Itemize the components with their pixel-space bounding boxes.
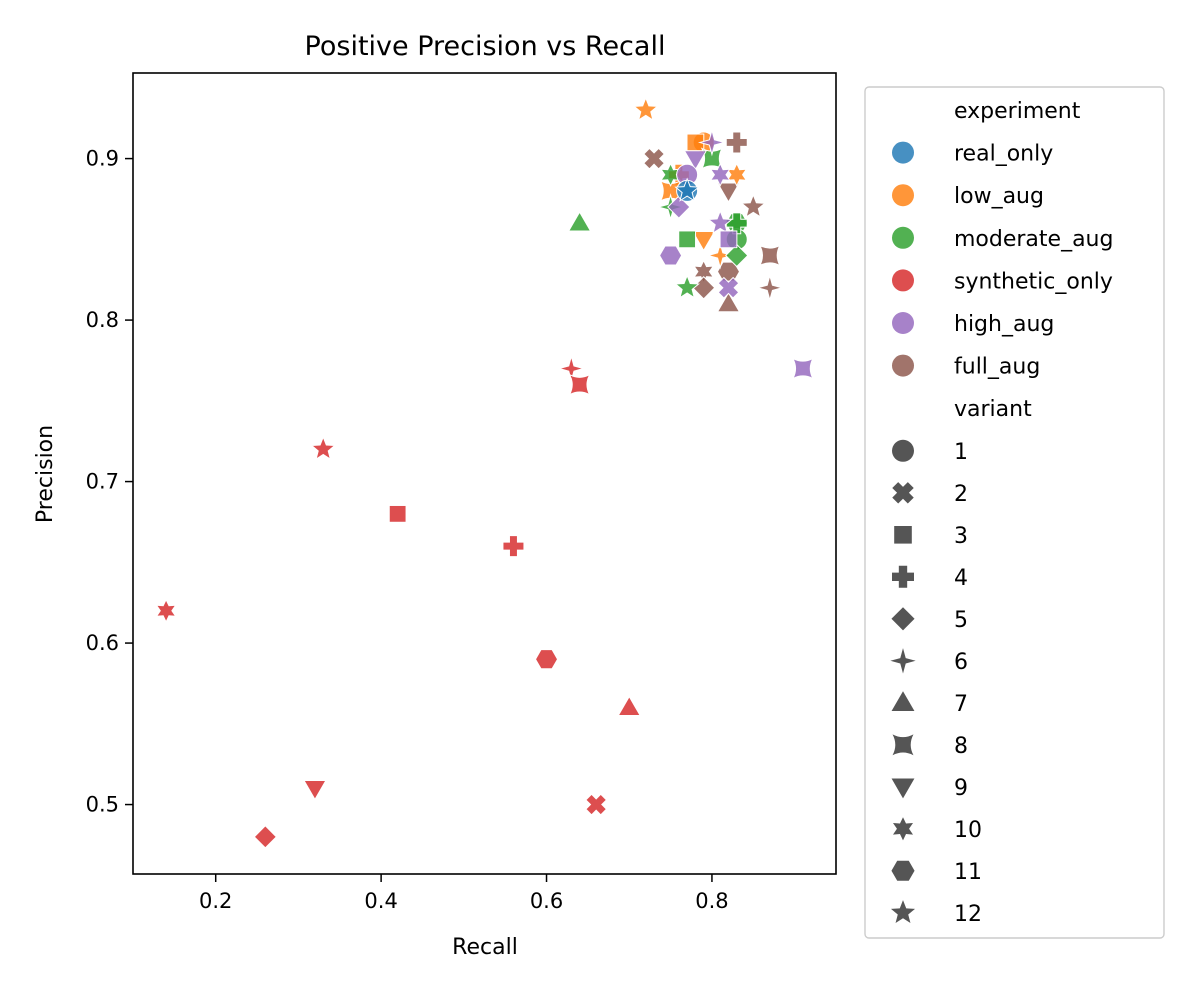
data-point-high_aug-v11 (658, 245, 683, 266)
legend-swatch-moderate_aug (892, 226, 914, 249)
legend-marker-variant-7 (891, 691, 915, 712)
data-point-moderate_aug-v7 (567, 211, 592, 232)
legend: experiment real_only low_aug moderate_augsy… (864, 86, 1165, 939)
legend-marker-variant-3 (894, 526, 912, 544)
legend-marker-variant-12 (890, 900, 916, 924)
data-point-moderate_aug-v12 (674, 274, 700, 299)
data-point-full_aug-v7 (716, 291, 741, 313)
data-point-full_aug-v2 (643, 147, 665, 170)
x-tick-label: 0.4 (364, 889, 397, 913)
legend-label-variant-3: 3 (954, 524, 968, 549)
y-tick-label: 0.8 (86, 308, 119, 332)
legend-label-variant-7: 7 (954, 692, 968, 717)
data-point-high_aug-v3 (719, 230, 738, 249)
data-point-high_aug-v8 (791, 357, 815, 380)
legend-label-full_aug: full_aug (954, 355, 1040, 380)
data-point-full_aug-v6 (755, 273, 784, 302)
data-point-high_aug-v12 (707, 209, 733, 235)
x-axis: 0.2 0.4 0.6 0.8 (199, 874, 729, 913)
plot-frame (132, 72, 837, 875)
data-point-low_aug-v12 (632, 96, 659, 122)
legend-marker-variant-5 (891, 607, 915, 631)
legend-label-variant-10: 10 (954, 818, 982, 843)
legend-marker-variant-1 (892, 439, 914, 462)
legend-label-variant-4: 4 (954, 566, 968, 591)
x-tick-label: 0.2 (199, 889, 232, 913)
data-point-synthetic_only-v3 (388, 504, 407, 523)
legend-label-variant-9: 9 (954, 776, 968, 801)
data-point-synthetic_only-v2 (585, 793, 608, 816)
legend-frame (864, 86, 1165, 939)
legend-marker-variant-2 (892, 482, 914, 504)
legend-swatch-high_aug (892, 312, 914, 334)
data-point-synthetic_only-v11 (534, 649, 559, 670)
data-point-synthetic_only-v10 (155, 598, 177, 623)
legend-items: experiment real_only low_aug moderate_augsy… (890, 99, 1113, 927)
legend-style-title: variant (954, 397, 1032, 422)
data-point-synthetic_only-v8 (568, 373, 591, 396)
data-point-low_aug-v9 (691, 230, 716, 252)
data-point-synthetic_only-v9 (303, 780, 327, 801)
y-axis-label: Precision (33, 425, 58, 523)
legend-label-moderate_aug: moderate_aug (954, 227, 1113, 252)
legend-swatch-synthetic_only (892, 269, 914, 292)
data-point-moderate_aug-v3 (678, 230, 697, 249)
legend-marker-variant-11 (891, 860, 915, 881)
legend-label-variant-1: 1 (954, 440, 968, 465)
data-point-high_aug-v6 (697, 128, 726, 157)
data-point-real_only-v12 (674, 177, 700, 202)
legend-marker-variant-9 (891, 778, 915, 799)
legend-label-variant-2: 2 (954, 482, 968, 507)
x-axis-label: Recall (452, 935, 518, 960)
legend-label-real_only: real_only (954, 142, 1053, 167)
legend-marker-variant-6 (890, 648, 916, 674)
points-layer (155, 96, 815, 849)
legend-marker-variant-8 (892, 734, 914, 756)
data-point-full_aug-v9 (716, 182, 741, 203)
legend-label-variant-11: 11 (954, 860, 982, 885)
y-axis: 0.5 0.6 0.7 0.8 0.9 (86, 147, 133, 817)
data-point-high_aug-v9 (683, 150, 708, 171)
legend-swatch-low_aug (892, 184, 914, 207)
data-point-full_aug-v4 (725, 131, 748, 154)
data-point-moderate_aug-v5 (725, 243, 749, 268)
legend-label-variant-8: 8 (954, 734, 968, 759)
legend-label-synthetic_only: synthetic_only (954, 269, 1113, 294)
data-point-low_aug-v6 (706, 241, 735, 270)
plot-area (132, 72, 837, 875)
legend-hue-title: experiment (954, 99, 1081, 124)
y-tick-label: 0.6 (86, 631, 119, 655)
data-point-synthetic_only-v7 (617, 695, 642, 717)
y-tick-label: 0.9 (86, 147, 119, 171)
data-point-synthetic_only-v4 (502, 535, 525, 558)
legend-marker-variant-10 (893, 817, 913, 841)
y-tick-label: 0.5 (86, 793, 119, 817)
legend-label-variant-5: 5 (954, 608, 968, 633)
data-point-full_aug-v8 (758, 244, 782, 267)
legend-label-variant-12: 12 (954, 902, 982, 927)
data-point-synthetic_only-v5 (253, 825, 278, 849)
legend-marker-variant-4 (892, 565, 914, 588)
data-point-synthetic_only-v12 (310, 435, 337, 461)
data-point-full_aug-v12 (740, 193, 767, 218)
legend-label-low_aug: low_aug (954, 184, 1044, 209)
legend-label-variant-6: 6 (954, 650, 968, 675)
legend-label-high_aug: high_aug (954, 312, 1054, 337)
data-point-high_aug-v10 (709, 162, 731, 187)
x-tick-label: 0.8 (695, 889, 728, 913)
y-tick-label: 0.7 (86, 470, 119, 494)
x-tick-label: 0.6 (530, 889, 563, 913)
legend-swatch-real_only (892, 141, 914, 164)
data-point-high_aug-v2 (717, 276, 740, 299)
legend-swatch-full_aug (892, 354, 914, 377)
chart-title: Positive Precision vs Recall (305, 31, 666, 62)
